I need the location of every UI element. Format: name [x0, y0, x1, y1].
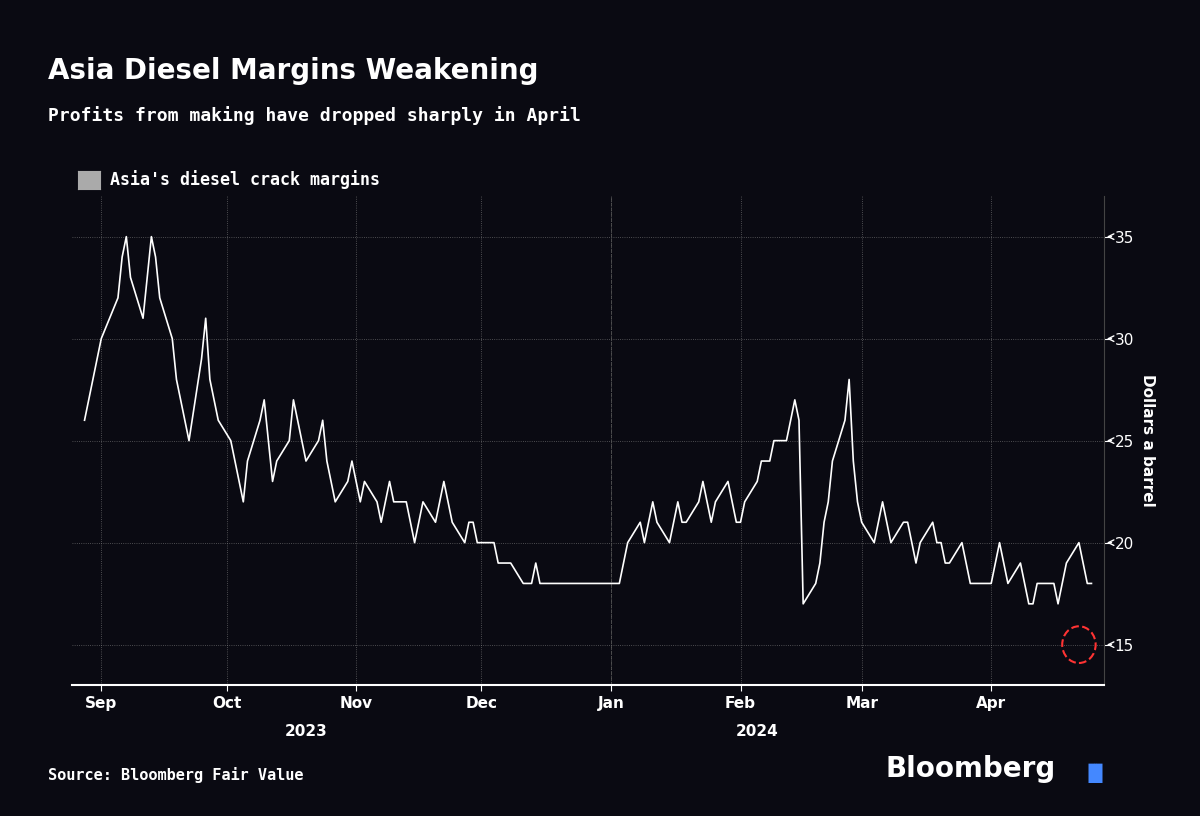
Text: 2024: 2024: [736, 725, 779, 739]
Text: Profits from making have dropped sharply in April: Profits from making have dropped sharply…: [48, 106, 581, 125]
Text: Source: Bloomberg Fair Value: Source: Bloomberg Fair Value: [48, 767, 304, 783]
Y-axis label: Dollars a barrel: Dollars a barrel: [1140, 375, 1154, 507]
Text: ▐▌: ▐▌: [1080, 764, 1110, 783]
Text: Asia Diesel Margins Weakening: Asia Diesel Margins Weakening: [48, 57, 539, 85]
Text: Bloomberg: Bloomberg: [886, 756, 1056, 783]
Text: 2023: 2023: [284, 725, 328, 739]
Text: Asia's diesel crack margins: Asia's diesel crack margins: [110, 170, 380, 189]
